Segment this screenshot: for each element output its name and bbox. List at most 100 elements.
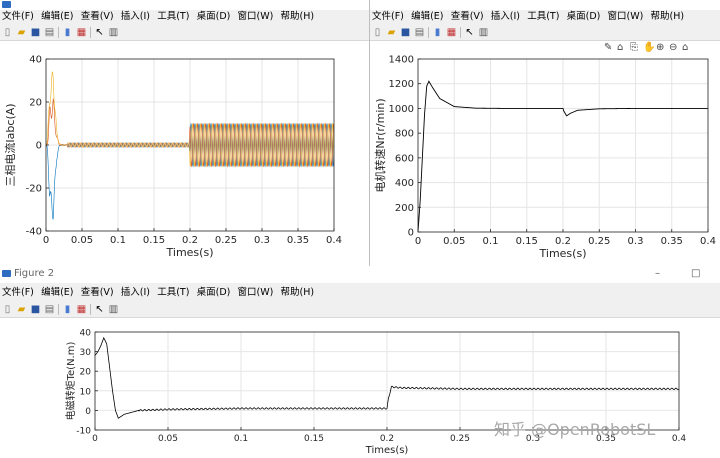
save-icon[interactable]: ■ [400, 27, 411, 38]
cursor-icon[interactable]: ↖ [465, 27, 474, 38]
zoom-in-icon[interactable]: ⊕ [656, 42, 665, 53]
menu-desktop[interactable]: 桌面(D) [196, 11, 231, 22]
figure-window-speed: ✕ 文件(F) 编辑(E) 查看(V) 插入(I) 工具(T) 桌面(D) 窗口… [370, 0, 720, 266]
y-tick-label: -20 [26, 184, 42, 195]
minimize-icon[interactable]: – [655, 268, 660, 279]
menu-tools[interactable]: 工具(T) [157, 287, 190, 298]
x-axis-label: Times(s) [539, 247, 587, 260]
menu-tools[interactable]: 工具(T) [527, 11, 560, 22]
x-tick-label: 0.1 [483, 236, 499, 247]
menu-help[interactable]: 帮助(H) [280, 287, 315, 298]
menu-view[interactable]: 查看(V) [450, 11, 484, 22]
x-tick-label: 0.4 [700, 236, 716, 247]
y-tick-label: 20 [29, 98, 42, 109]
menu-window[interactable]: 窗口(W) [237, 11, 274, 22]
menu-bar: 文件(F) 编辑(E) 查看(V) 插入(I) 工具(T) 桌面(D) 窗口(W… [0, 10, 369, 24]
y-axis-label: 电机转速Nr(r/min) [373, 98, 387, 192]
save-icon[interactable]: ■ [30, 304, 41, 315]
open-folder-icon[interactable]: ▰ [17, 304, 26, 315]
menu-view[interactable]: 查看(V) [80, 287, 114, 298]
menu-file[interactable]: 文件(F) [372, 11, 404, 22]
menu-help[interactable]: 帮助(H) [280, 11, 315, 22]
home-icon[interactable]: ⌂ [682, 42, 689, 53]
property-inspector-icon[interactable]: ▥ [108, 27, 119, 38]
y-tick-label: -10 [76, 427, 91, 437]
maximize-icon[interactable]: □ [691, 268, 701, 279]
x-tick-label: 0.25 [588, 236, 610, 247]
menu-tools[interactable]: 工具(T) [157, 11, 190, 22]
menu-insert[interactable]: 插入(I) [490, 11, 521, 22]
figure-window-torque: Figure 2 – □ 文件(F) 编辑(E) 查看(V) 插入(I) 工具(… [0, 266, 720, 458]
y-tick-label: 600 [395, 153, 414, 164]
y-tick-label: 20 [80, 368, 92, 378]
x-tick-label: 0.4 [672, 434, 687, 444]
menu-edit[interactable]: 编辑(E) [41, 11, 74, 22]
new-figure-icon[interactable]: ▯ [374, 27, 381, 38]
menu-edit[interactable]: 编辑(E) [41, 287, 74, 298]
open-folder-icon[interactable]: ▰ [387, 27, 396, 38]
y-tick-label: 30 [80, 348, 92, 358]
menu-window[interactable]: 窗口(W) [607, 11, 644, 22]
legend-icon[interactable]: ▦ [76, 304, 87, 315]
menu-window[interactable]: 窗口(W) [237, 287, 274, 298]
speed-chart: 0 0.05 0.1 0.15 0.2 0.25 0.3 0.35 0.4 0 200 400 600 8… [373, 55, 716, 261]
colorbar-icon[interactable]: ▮ [64, 27, 71, 38]
toolbar: ▯ ▰ ■ ▤ ▮ ▦ ↖ ▥ [370, 25, 720, 41]
menu-desktop[interactable]: 桌面(D) [566, 11, 601, 22]
x-tick-label: 0.15 [143, 235, 165, 246]
menu-help[interactable]: 帮助(H) [650, 11, 685, 22]
y-tick-label: 0 [85, 407, 91, 417]
current-series-line [45, 98, 335, 168]
cursor-icon[interactable]: ↖ [95, 27, 104, 38]
menu-bar: 文件(F) 编辑(E) 查看(V) 插入(I) 工具(T) 桌面(D) 窗口(W… [0, 286, 720, 300]
menu-file[interactable]: 文件(F) [2, 287, 34, 298]
toolbar: ▯ ▰ ■ ▤ ▮ ▦ ↖ ▥ [0, 25, 369, 41]
colorbar-icon[interactable]: ▮ [64, 304, 71, 315]
new-figure-icon[interactable]: ▯ [4, 27, 11, 38]
y-tick-label: 400 [395, 178, 414, 189]
brush-icon[interactable]: ✎ [604, 42, 613, 53]
menu-insert[interactable]: 插入(I) [120, 11, 151, 22]
legend-icon[interactable]: ▦ [446, 27, 457, 38]
property-inspector-icon[interactable]: ▥ [108, 304, 119, 315]
print-icon[interactable]: ▤ [44, 304, 55, 315]
toolbar-separator [460, 27, 461, 38]
print-icon[interactable]: ▤ [44, 27, 55, 38]
menu-file[interactable]: 文件(F) [2, 11, 34, 22]
print-icon[interactable]: ▤ [414, 27, 425, 38]
menu-desktop[interactable]: 桌面(D) [196, 287, 231, 298]
x-tick-label: 0.15 [516, 236, 538, 247]
x-tick-label: 0.1 [110, 235, 126, 246]
figure-window-current: 文件(F) 编辑(E) 查看(V) 插入(I) 工具(T) 桌面(D) 窗口(W… [0, 0, 369, 266]
pan-icon[interactable]: ✋ [643, 42, 656, 53]
plot-area-torque: 0 0.05 0.1 0.15 0.2 0.25 0.3 0.35 0.4 -10 0 10 20 30 4… [0, 318, 720, 458]
menu-insert[interactable]: 插入(I) [120, 287, 151, 298]
current-series-line [45, 122, 335, 220]
save-icon[interactable]: ■ [30, 27, 41, 38]
legend-icon[interactable]: ▦ [76, 27, 87, 38]
cursor-icon[interactable]: ↖ [95, 304, 104, 315]
x-axis-label: Times(s) [365, 445, 409, 456]
menu-bar: 文件(F) 编辑(E) 查看(V) 插入(I) 工具(T) 桌面(D) 窗口(W… [370, 10, 720, 24]
x-tick-label: 0.35 [287, 235, 309, 246]
export-icon[interactable]: ⎘ [630, 42, 638, 53]
toolbar-separator [90, 27, 91, 38]
x-tick-label: 0.1 [234, 434, 248, 444]
x-tick-label: 0.05 [158, 434, 178, 444]
y-tick-label: 40 [80, 329, 92, 339]
x-tick-label: 0.35 [661, 236, 683, 247]
y-tick-label: 1400 [389, 55, 414, 66]
property-inspector-icon[interactable]: ▥ [478, 27, 489, 38]
open-folder-icon[interactable]: ▰ [17, 27, 26, 38]
y-tick-label: 1200 [389, 79, 414, 90]
new-figure-icon[interactable]: ▯ [4, 304, 11, 315]
colorbar-icon[interactable]: ▮ [434, 27, 441, 38]
menu-view[interactable]: 查看(V) [80, 11, 114, 22]
y-tick-label: 200 [395, 203, 414, 214]
zoom-out-icon[interactable]: ⊖ [669, 42, 678, 53]
y-tick-label: 10 [80, 387, 92, 397]
data-tips-icon[interactable]: ⌂ [617, 42, 624, 53]
toolbar: ▯ ▰ ■ ▤ ▮ ▦ ↖ ▥ [0, 302, 720, 318]
menu-edit[interactable]: 编辑(E) [411, 11, 444, 22]
toolbar-separator [90, 304, 91, 315]
